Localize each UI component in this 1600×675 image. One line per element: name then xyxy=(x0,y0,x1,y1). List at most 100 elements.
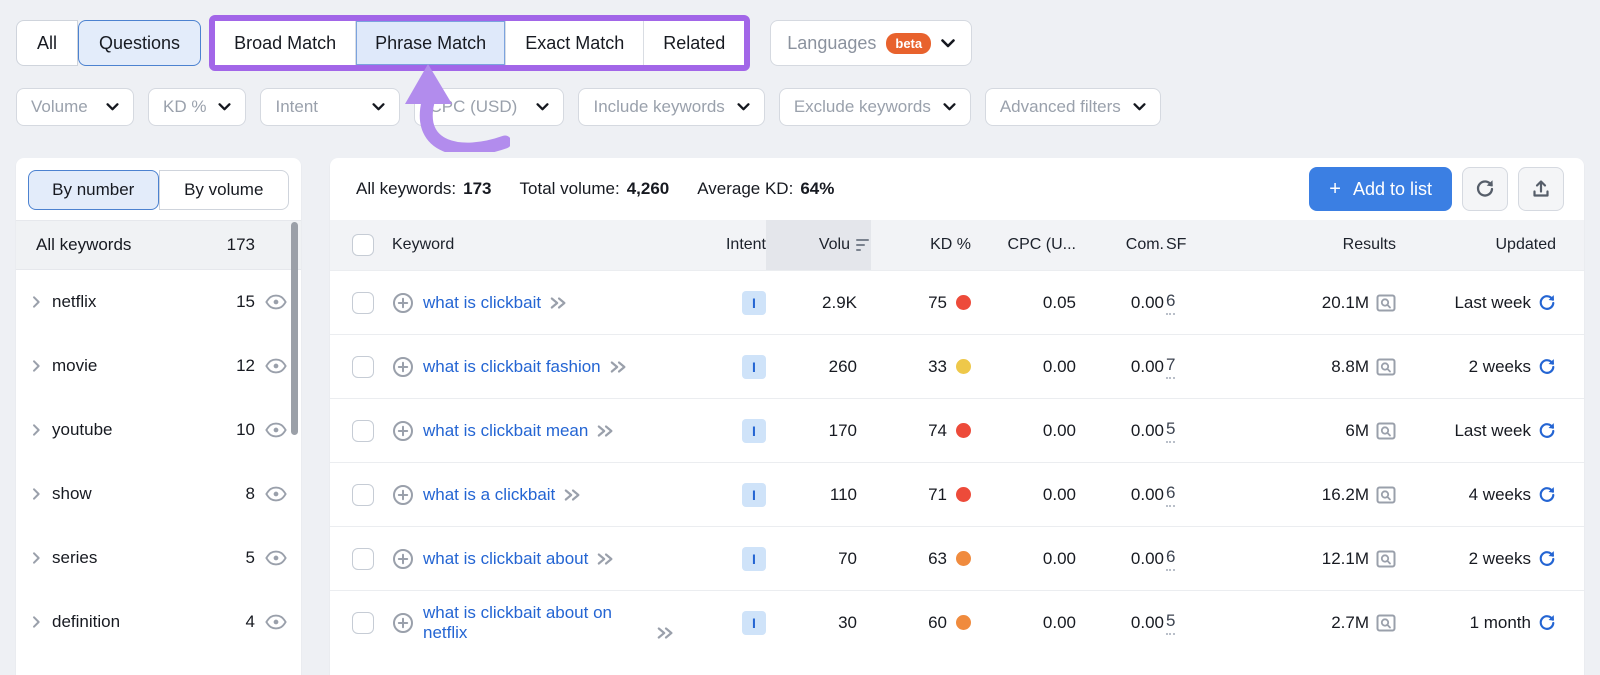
filter-volume-label: Volume xyxy=(31,97,88,116)
intent-badge[interactable]: I xyxy=(742,418,766,443)
col-volume[interactable]: Volu xyxy=(766,220,871,270)
sf-value[interactable]: 5 xyxy=(1166,611,1176,635)
update-refresh-icon[interactable] xyxy=(1538,614,1556,632)
double-chevron-icon[interactable] xyxy=(610,360,628,374)
group-item-show[interactable]: show 8 xyxy=(16,462,301,526)
keyword-link[interactable]: what is clickbait mean xyxy=(423,420,589,440)
tab-by-volume[interactable]: By volume xyxy=(158,170,289,210)
keyword-link[interactable]: what is clickbait about xyxy=(423,548,589,568)
content-area: By number By volume All keywords 173 net… xyxy=(0,158,1600,675)
row-checkbox[interactable] xyxy=(352,291,374,314)
add-to-list-button[interactable]: + Add to list xyxy=(1309,167,1452,211)
filter-kd[interactable]: KD % xyxy=(148,88,247,126)
sf-value[interactable]: 6 xyxy=(1166,291,1176,315)
sf-value[interactable]: 5 xyxy=(1166,419,1176,443)
row-checkbox[interactable] xyxy=(352,483,374,506)
keyword-link[interactable]: what is clickbait xyxy=(423,292,542,312)
row-checkbox[interactable] xyxy=(352,355,374,378)
tab-by-number[interactable]: By number xyxy=(28,170,159,210)
intent-badge[interactable]: I xyxy=(742,290,766,315)
add-keyword-icon[interactable] xyxy=(392,292,414,314)
eye-icon[interactable] xyxy=(263,422,289,438)
filter-advanced[interactable]: Advanced filters xyxy=(984,88,1161,126)
add-keyword-icon[interactable] xyxy=(392,612,414,634)
filter-exclude-keywords[interactable]: Exclude keywords xyxy=(778,88,971,126)
col-results[interactable]: Results xyxy=(1226,220,1396,270)
col-sf[interactable]: SF xyxy=(1164,220,1226,270)
tab-all[interactable]: All xyxy=(16,20,79,66)
updated-cell: 4 weeks xyxy=(1396,463,1556,526)
row-checkbox[interactable] xyxy=(352,419,374,442)
updated-cell: Last week xyxy=(1396,271,1556,334)
row-checkbox[interactable] xyxy=(352,547,374,570)
keyword-link[interactable]: what is clickbait about on netflix xyxy=(423,602,612,642)
tab-exact-match[interactable]: Exact Match xyxy=(505,21,644,65)
col-intent[interactable]: Intent xyxy=(691,220,766,270)
intent-badge[interactable]: I xyxy=(742,546,766,571)
col-com[interactable]: Com. xyxy=(1076,220,1164,270)
update-refresh-icon[interactable] xyxy=(1538,422,1556,440)
double-chevron-icon[interactable] xyxy=(597,552,615,566)
sidebar-scrollbar[interactable] xyxy=(291,222,298,435)
sf-value[interactable]: 7 xyxy=(1166,355,1176,379)
serp-icon[interactable] xyxy=(1376,550,1396,568)
sf-value[interactable]: 6 xyxy=(1166,483,1176,507)
tab-broad-match[interactable]: Broad Match xyxy=(215,21,356,65)
update-refresh-icon[interactable] xyxy=(1538,358,1556,376)
group-item-netflix[interactable]: netflix 15 xyxy=(16,270,301,334)
col-keyword[interactable]: Keyword xyxy=(378,220,691,270)
export-button[interactable] xyxy=(1518,167,1564,211)
add-keyword-icon[interactable] xyxy=(392,548,414,570)
filter-include-keywords[interactable]: Include keywords xyxy=(578,88,765,126)
group-item-series[interactable]: series 5 xyxy=(16,526,301,590)
languages-dropdown[interactable]: Languages beta xyxy=(770,20,973,66)
add-keyword-icon[interactable] xyxy=(392,484,414,506)
eye-icon[interactable] xyxy=(263,294,289,310)
double-chevron-icon[interactable] xyxy=(597,424,615,438)
select-all-checkbox[interactable] xyxy=(352,234,374,256)
refresh-button[interactable] xyxy=(1462,167,1508,211)
row-checkbox[interactable] xyxy=(352,611,374,634)
update-refresh-icon[interactable] xyxy=(1538,294,1556,312)
tab-phrase-match[interactable]: Phrase Match xyxy=(355,21,506,65)
double-chevron-icon[interactable] xyxy=(550,296,568,310)
filter-volume[interactable]: Volume xyxy=(16,88,134,126)
sf-value[interactable]: 6 xyxy=(1166,547,1176,571)
group-item-movie[interactable]: movie 12 xyxy=(16,334,301,398)
intent-badge[interactable]: I xyxy=(742,482,766,507)
keyword-link[interactable]: what is clickbait fashion xyxy=(423,356,601,376)
all-keywords-row[interactable]: All keywords 173 xyxy=(16,220,301,270)
filter-cpc[interactable]: CPC (USD) xyxy=(414,88,565,126)
group-item-definition[interactable]: definition 4 xyxy=(16,590,301,654)
group-count: 10 xyxy=(236,420,255,439)
serp-icon[interactable] xyxy=(1376,614,1396,632)
tab-related[interactable]: Related xyxy=(643,21,745,65)
serp-icon[interactable] xyxy=(1376,358,1396,376)
update-refresh-icon[interactable] xyxy=(1538,550,1556,568)
serp-icon[interactable] xyxy=(1376,294,1396,312)
update-refresh-icon[interactable] xyxy=(1538,486,1556,504)
add-keyword-icon[interactable] xyxy=(392,356,414,378)
filter-intent[interactable]: Intent xyxy=(260,88,401,126)
double-chevron-icon[interactable] xyxy=(564,488,582,502)
serp-icon[interactable] xyxy=(1376,486,1396,504)
updated-cell: 2 weeks xyxy=(1396,527,1556,590)
eye-icon[interactable] xyxy=(263,486,289,502)
serp-icon[interactable] xyxy=(1376,422,1396,440)
col-kd[interactable]: KD % xyxy=(871,220,971,270)
col-cpc[interactable]: CPC (U... xyxy=(971,220,1076,270)
table-toolbar: All keywords: 173 Total volume: 4,260 Av… xyxy=(330,158,1584,220)
eye-icon[interactable] xyxy=(263,550,289,566)
group-item-youtube[interactable]: youtube 10 xyxy=(16,398,301,462)
col-updated[interactable]: Updated xyxy=(1396,220,1557,270)
double-chevron-icon[interactable] xyxy=(657,626,675,640)
filter-kd-label: KD % xyxy=(163,97,207,116)
eye-icon[interactable] xyxy=(263,358,289,374)
keyword-link[interactable]: what is a clickbait xyxy=(423,484,556,504)
com-cell: 0.00 xyxy=(1130,484,1164,504)
eye-icon[interactable] xyxy=(263,614,289,630)
add-keyword-icon[interactable] xyxy=(392,420,414,442)
intent-badge[interactable]: I xyxy=(742,610,766,635)
tab-questions[interactable]: Questions xyxy=(78,20,202,66)
intent-badge[interactable]: I xyxy=(742,354,766,379)
